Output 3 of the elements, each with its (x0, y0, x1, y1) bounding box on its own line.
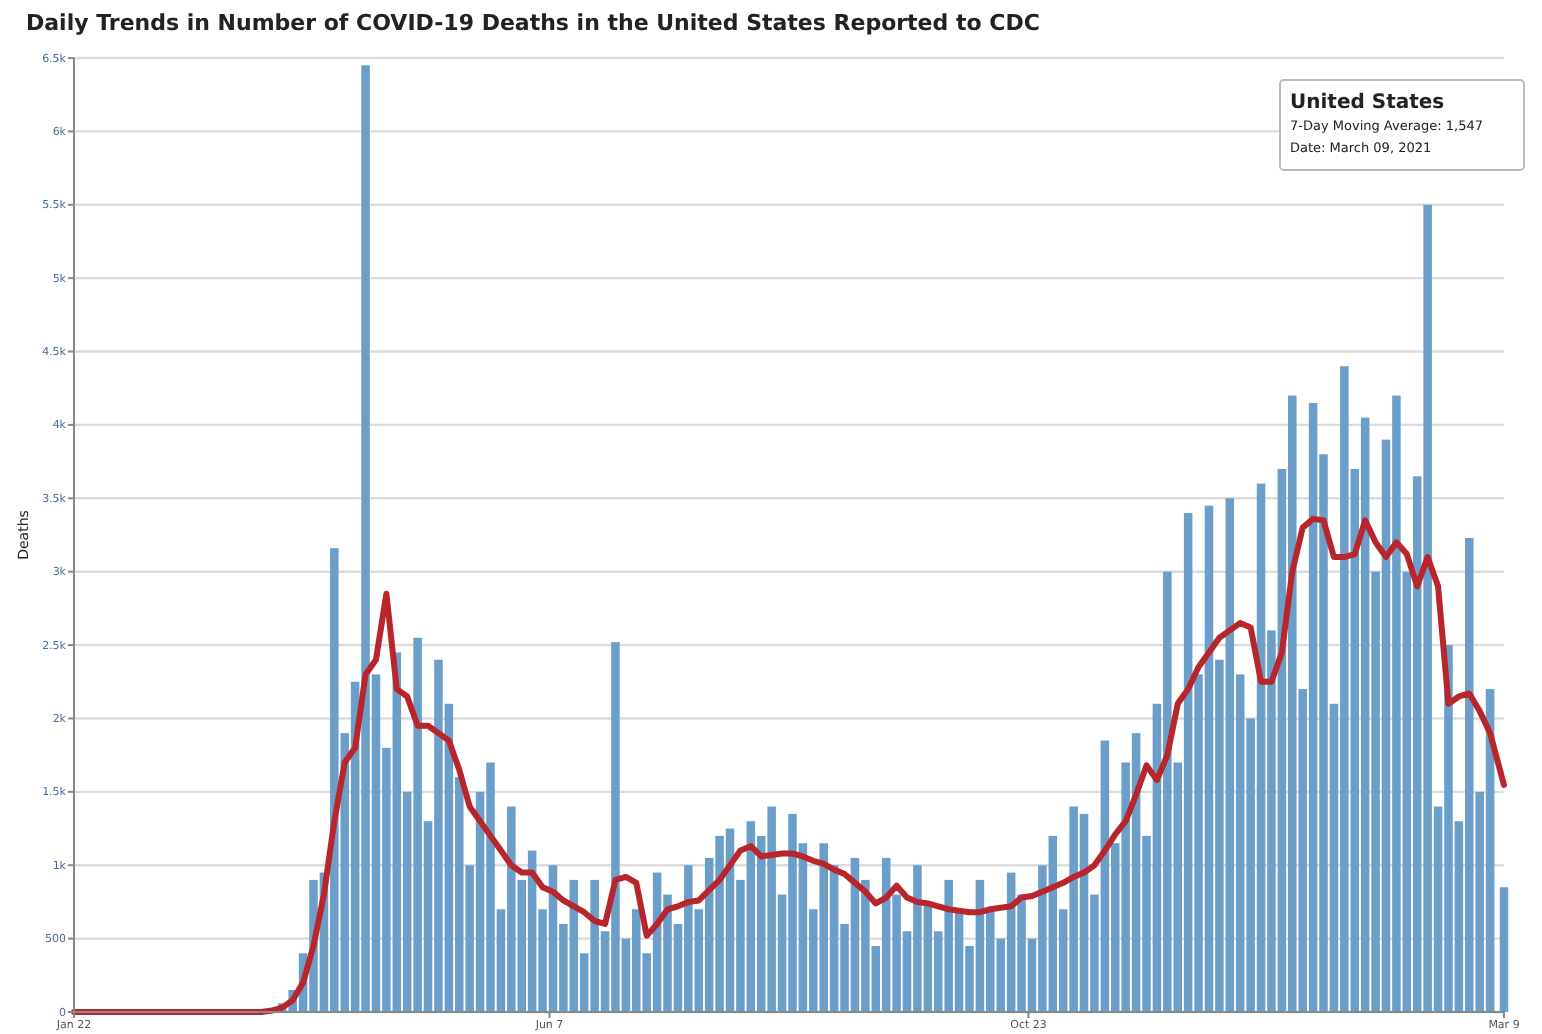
bar (1499, 887, 1509, 1012)
chart-title: Daily Trends in Number of COVID-19 Deaths in the United States Reported to CDC (26, 10, 1040, 36)
annotation: United States (1290, 92, 1445, 114)
